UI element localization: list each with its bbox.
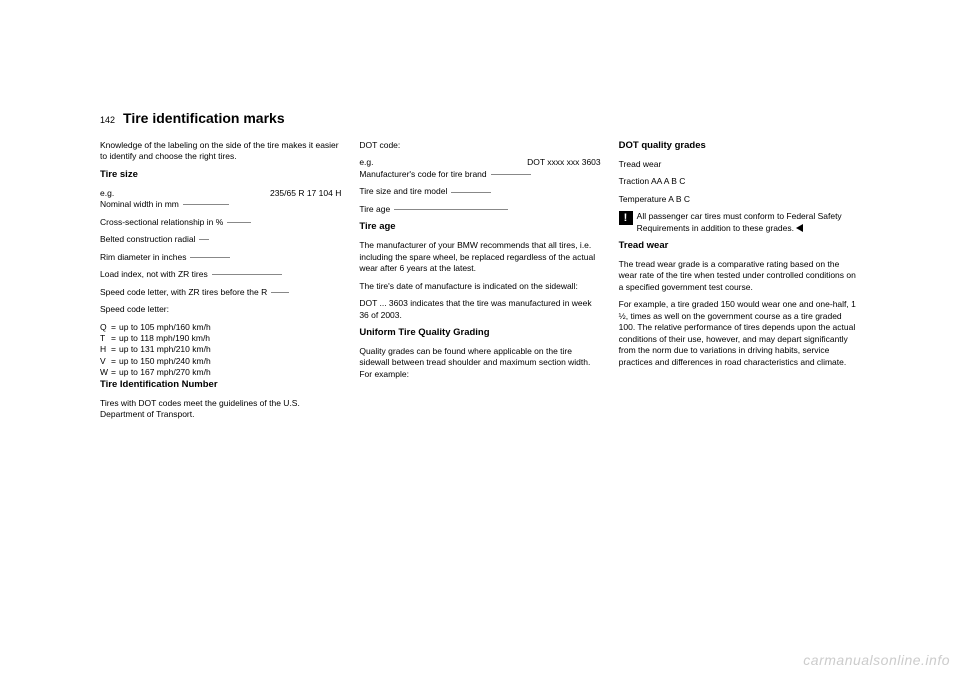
content-columns: Knowledge of the labeling on the side of… bbox=[100, 140, 860, 427]
tread-wear-heading: Tread wear bbox=[619, 240, 860, 253]
dot-size-model: Tire size and tire model bbox=[359, 186, 600, 197]
table-row: Q=up to 105 mph/160 km/h bbox=[100, 322, 214, 333]
speed-code-heading: Speed code letter: bbox=[100, 304, 341, 315]
column-2: DOT code: e.g. DOT xxxx xxx 3603 Manufac… bbox=[359, 140, 600, 427]
tire-age-p2: The tire's date of manufacture is indica… bbox=[359, 281, 600, 292]
tire-age-p1: The manufacturer of your BMW recommends … bbox=[359, 240, 600, 274]
column-3: DOT quality grades Tread wear Traction A… bbox=[619, 140, 860, 427]
tire-size-example: e.g. 235/65 R 17 104 H Nominal width in … bbox=[100, 188, 341, 298]
page-title: Tire identification marks bbox=[123, 110, 285, 126]
page-content: 142 Tire identification marks Knowledge … bbox=[0, 0, 960, 467]
grade-temperature: Temperature A B C bbox=[619, 194, 860, 205]
end-marker-icon bbox=[796, 224, 803, 232]
table-row: V=up to 150 mph/240 km/h bbox=[100, 356, 214, 367]
utqg-text: Quality grades can be found where applic… bbox=[359, 346, 600, 380]
spec-speed-code: Speed code letter, with ZR tires before … bbox=[100, 287, 341, 298]
speed-code-table: Q=up to 105 mph/160 km/h T=up to 118 mph… bbox=[100, 322, 214, 379]
spec-load-index: Load index, not with ZR tires bbox=[100, 269, 341, 280]
page-header: 142 Tire identification marks bbox=[100, 110, 860, 126]
spec-cross-section: Cross-sectional relationship in % bbox=[100, 217, 341, 228]
page-number: 142 bbox=[100, 115, 115, 125]
warning-text: All passenger car tires must conform to … bbox=[637, 211, 842, 232]
warning-paragraph: All passenger car tires must conform to … bbox=[619, 211, 860, 234]
intro-text: Knowledge of the labeling on the side of… bbox=[100, 140, 341, 163]
tire-size-heading: Tire size bbox=[100, 169, 341, 182]
grade-tread: Tread wear bbox=[619, 159, 860, 170]
table-row: H=up to 131 mph/210 km/h bbox=[100, 344, 214, 355]
warning-icon bbox=[619, 211, 633, 225]
table-row: W=up to 167 mph/270 km/h bbox=[100, 367, 214, 378]
tin-text: Tires with DOT codes meet the guidelines… bbox=[100, 398, 341, 421]
eg-label: e.g. bbox=[359, 157, 373, 168]
column-1: Knowledge of the labeling on the side of… bbox=[100, 140, 341, 427]
spec-belted: Belted construction radial bbox=[100, 234, 341, 245]
spec-nominal-width: Nominal width in mm bbox=[100, 199, 341, 210]
tire-age-heading: Tire age bbox=[359, 221, 600, 234]
watermark: carmanualsonline.info bbox=[803, 652, 950, 668]
dot-example: e.g. DOT xxxx xxx 3603 Manufacturer's co… bbox=[359, 157, 600, 215]
dot-code-heading: DOT code: bbox=[359, 140, 600, 151]
spec-rim-diameter: Rim diameter in inches bbox=[100, 252, 341, 263]
eg-value: 235/65 R 17 104 H bbox=[270, 188, 341, 199]
tin-heading: Tire Identification Number bbox=[100, 379, 341, 392]
table-row: T=up to 118 mph/190 km/h bbox=[100, 333, 214, 344]
tire-age-p3: DOT ... 3603 indicates that the tire was… bbox=[359, 298, 600, 321]
eg-value: DOT xxxx xxx 3603 bbox=[527, 157, 601, 168]
utqg-heading: Uniform Tire Quality Grading bbox=[359, 327, 600, 340]
tread-wear-p1: The tread wear grade is a comparative ra… bbox=[619, 259, 860, 293]
grade-traction: Traction AA A B C bbox=[619, 176, 860, 187]
dot-age: Tire age bbox=[359, 204, 600, 215]
dot-grades-heading: DOT quality grades bbox=[619, 140, 860, 153]
dot-manufacturer: Manufacturer's code for tire brand bbox=[359, 169, 600, 180]
eg-label: e.g. bbox=[100, 188, 114, 199]
tread-wear-p2: For example, a tire graded 150 would wea… bbox=[619, 299, 860, 368]
